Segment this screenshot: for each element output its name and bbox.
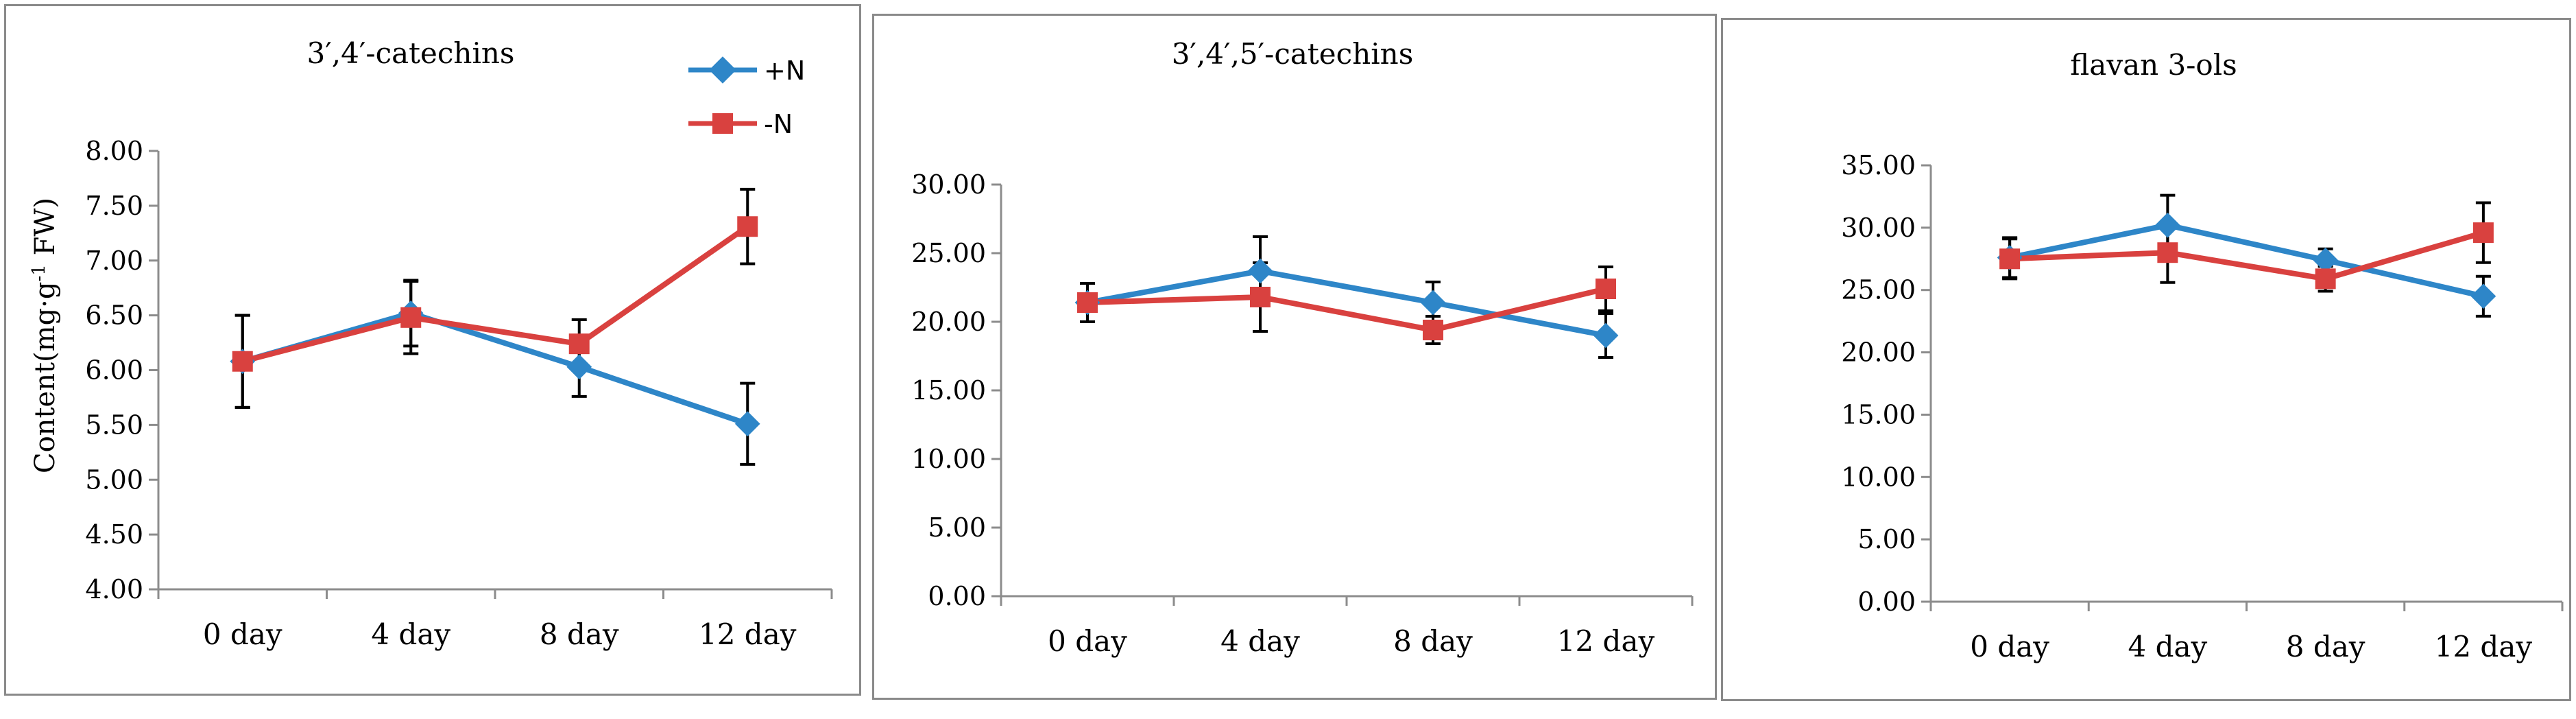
x-tick-label: 4 day <box>2128 630 2208 663</box>
legend-item-plus-n: +N <box>688 56 805 86</box>
y-tick-label: 25.00 <box>1841 275 1916 305</box>
data-point-minus-n <box>737 216 758 237</box>
y-tick-label: 30.00 <box>911 169 986 200</box>
y-tick-label: 8.00 <box>85 136 143 166</box>
y-tick-label: 7.50 <box>85 191 143 221</box>
chart-title: flavan 3-ols <box>2070 48 2237 82</box>
data-point-minus-n <box>232 351 253 372</box>
plot-area: 4.00 4.50 5.00 5.50 6.00 6.50 7.00 7.50 8.00 0 da… <box>85 136 833 651</box>
y-tick-label: 7.00 <box>85 246 143 276</box>
data-point-minus-n <box>1250 287 1271 307</box>
x-tick-label: 8 day <box>1393 624 1473 658</box>
y-tick-label: 10.00 <box>911 444 986 474</box>
y-tick-label: 25.00 <box>911 238 986 268</box>
y-tick-label: 30.00 <box>1841 213 1916 243</box>
x-tick-label: 0 day <box>1970 630 2049 663</box>
series-line-plus-n <box>2009 222 2484 299</box>
chart-2: 3′,4′,5′-catechins 0.00 5.00 10.00 15.00 20.… <box>911 37 1694 658</box>
chart-1: 3′,4′-catechins Content(mg·g-1 FW) +N -N… <box>29 36 833 651</box>
data-point-minus-n <box>2315 268 2336 290</box>
x-tick-label: 8 day <box>2286 630 2366 663</box>
data-point-minus-n <box>2472 222 2494 244</box>
data-point-minus-n <box>1077 292 1098 313</box>
series-line-plus-n <box>1087 268 1606 338</box>
y-tick-label: 15.00 <box>911 375 986 405</box>
data-point-plus-n <box>2313 247 2339 273</box>
x-tick-label: 12 day <box>1557 624 1655 658</box>
x-tick-label: 8 day <box>540 617 619 651</box>
x-tick-label: 4 day <box>1220 624 1300 658</box>
y-tick-label: 5.00 <box>85 464 143 495</box>
svg-text:Content(mg·g-1 FW): Content(mg·g-1 FW) <box>29 198 61 473</box>
legend-item-minus-n: -N <box>688 109 793 139</box>
data-point-plus-n <box>1247 258 1273 284</box>
data-point-plus-n <box>1420 290 1446 316</box>
x-tick-label: 12 day <box>2435 630 2533 663</box>
legend-label-minus-n: -N <box>764 109 793 139</box>
x-tick-label: 12 day <box>699 617 797 651</box>
y-tick-label: 6.00 <box>85 355 143 386</box>
series-line-minus-n <box>1087 286 1606 333</box>
y-tick-label: 5.50 <box>85 410 143 440</box>
chart-3: flavan 3-ols 0.00 5.00 10.00 15.00 20.00 25.0… <box>1841 48 2564 663</box>
data-point-minus-n <box>1596 279 1616 299</box>
x-tick-label: 0 day <box>1048 624 1127 658</box>
y-tick-label: 35.00 <box>1841 150 1916 180</box>
data-point-minus-n <box>1423 320 1443 340</box>
legend-label-plus-n: +N <box>764 56 805 86</box>
plot-area: 0.00 5.00 10.00 15.00 20.00 25.00 30.00 0 day 4 … <box>911 169 1694 658</box>
x-tick-label: 0 day <box>203 617 282 651</box>
series-line-minus-n <box>2009 230 2484 282</box>
data-point-plus-n <box>566 354 592 380</box>
y-tick-label: 10.00 <box>1841 462 1916 492</box>
chart-title: 3′,4′,5′-catechins <box>1172 37 1414 71</box>
data-point-plus-n <box>1593 322 1619 349</box>
y-axis-label-unit: FW) <box>29 198 61 264</box>
y-tick-label: 5.00 <box>1857 524 1916 554</box>
y-tick-label: 0.00 <box>1857 587 1916 617</box>
chart-panel-1: 3′,4′-catechins Content(mg·g-1 FW) +N -N… <box>4 4 861 696</box>
y-axis-label-sup: -1 <box>29 264 49 281</box>
chart-title: 3′,4′-catechins <box>307 36 515 70</box>
y-tick-label: 4.50 <box>85 519 143 550</box>
y-axis-label: Content(mg·g-1 FW) <box>29 198 61 473</box>
legend: +N -N <box>688 56 805 139</box>
data-point-plus-n <box>2154 212 2180 238</box>
y-tick-label: 4.00 <box>85 574 143 604</box>
series-line-minus-n <box>241 224 749 364</box>
y-tick-label: 15.00 <box>1841 399 1916 429</box>
data-point-minus-n <box>400 307 422 328</box>
data-point-minus-n <box>2157 242 2178 263</box>
y-tick-label: 0.00 <box>928 581 986 611</box>
data-point-minus-n <box>568 333 590 355</box>
y-tick-label: 20.00 <box>911 307 986 337</box>
y-tick-label: 20.00 <box>1841 338 1916 368</box>
data-point-plus-n <box>2470 283 2496 309</box>
data-point-plus-n <box>734 411 760 437</box>
data-point-minus-n <box>1999 248 2021 270</box>
y-axis-label-base: Content(mg·g <box>29 282 61 474</box>
y-tick-label: 6.50 <box>85 300 143 331</box>
y-tick-label: 5.00 <box>928 512 986 543</box>
chart-panel-3: flavan 3-ols 0.00 5.00 10.00 15.00 20.00 25.0… <box>1721 18 2571 701</box>
plot-area: 0.00 5.00 10.00 15.00 20.00 25.00 30.00 35.00 0 … <box>1841 150 2564 663</box>
chart-panel-2: 3′,4′,5′-catechins 0.00 5.00 10.00 15.00 20.… <box>872 14 1717 700</box>
x-tick-label: 4 day <box>371 617 450 651</box>
